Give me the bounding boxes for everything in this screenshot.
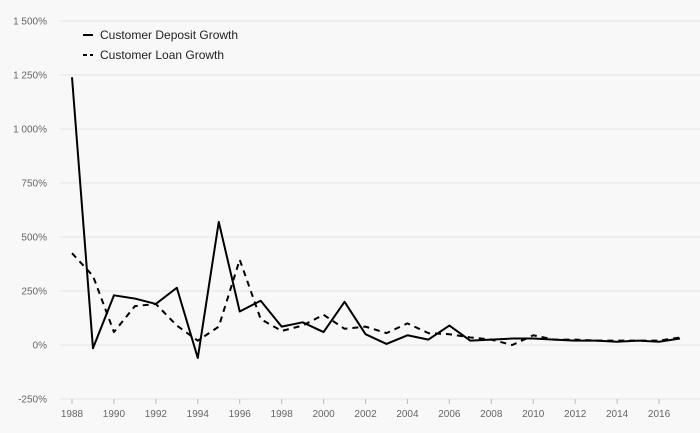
y-tick-label: 1 250%	[13, 71, 47, 82]
legend-label-deposit: Customer Deposit Growth	[100, 28, 238, 42]
x-tick-label: 1988	[61, 409, 84, 420]
x-tick-label: 2014	[606, 409, 629, 420]
y-tick-label: 0%	[33, 341, 48, 352]
x-tick-label: 1992	[145, 409, 168, 420]
x-tick-label: 1996	[229, 409, 252, 420]
y-tick-label: -250%	[18, 395, 47, 406]
series-lines	[71, 77, 681, 359]
x-tick-label: 1990	[103, 409, 126, 420]
legend-item-loan[interactable]: Customer Loan Growth	[83, 48, 224, 62]
x-tick-label: 2006	[438, 409, 461, 420]
series-line-loan-growth	[71, 252, 681, 346]
x-axis-ticks: 1988 1990 1992 1994 1996 1998 2000 2002 2004 2006…	[61, 399, 671, 420]
y-tick-label: 1 500%	[13, 17, 47, 28]
legend-label-loan: Customer Loan Growth	[100, 48, 224, 62]
x-tick-label: 2010	[522, 409, 545, 420]
grid-lines	[60, 20, 700, 400]
x-tick-label: 2000	[312, 409, 335, 420]
legend-item-deposit[interactable]: Customer Deposit Growth	[83, 28, 238, 42]
x-tick-label: 1994	[187, 409, 210, 420]
y-tick-label: 250%	[21, 287, 47, 298]
y-tick-label: 1 000%	[13, 125, 47, 136]
x-tick-label: 2002	[354, 409, 377, 420]
x-tick-label: 1998	[271, 409, 294, 420]
x-tick-label: 2008	[480, 409, 503, 420]
x-tick-label: 2016	[648, 409, 671, 420]
legend: Customer Deposit Growth Customer Loan Gr…	[83, 28, 238, 62]
x-tick-label: 2012	[564, 409, 587, 420]
y-tick-label: 500%	[21, 233, 47, 244]
y-tick-label: 750%	[21, 179, 47, 190]
y-axis-ticks: -250% 0% 250% 500% 750% 1 000% 1 250% 1 500%	[13, 17, 47, 406]
x-tick-label: 2004	[396, 409, 419, 420]
